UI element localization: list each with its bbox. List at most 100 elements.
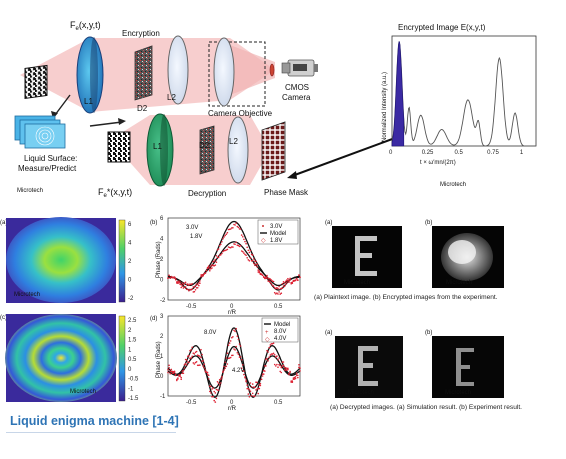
images-top-watermark-b: Microtech xyxy=(446,280,472,286)
data-point xyxy=(180,378,182,381)
data-point xyxy=(248,396,251,398)
colorbar-tick: 1 xyxy=(128,347,132,353)
data-point xyxy=(239,228,242,230)
data-point xyxy=(258,271,261,274)
data-point xyxy=(173,370,176,373)
data-point xyxy=(297,279,299,281)
data-point xyxy=(261,375,264,377)
data-point xyxy=(169,277,171,279)
data-point xyxy=(272,280,275,283)
xtick: -0.5 xyxy=(186,400,197,406)
data-point xyxy=(251,383,254,385)
enc-xtick: 0.5 xyxy=(454,150,463,156)
data-point xyxy=(204,272,207,274)
data-point xyxy=(190,349,192,351)
footer-title[interactable]: Liquid enigma machine [1-4] xyxy=(10,414,179,428)
data-point xyxy=(190,357,192,359)
plaintext-qr-bottom xyxy=(107,131,131,163)
data-point xyxy=(174,374,177,377)
data-point xyxy=(215,255,218,257)
data-point xyxy=(185,359,188,361)
data-point xyxy=(239,345,242,347)
data-point xyxy=(223,365,225,368)
data-point xyxy=(188,361,190,364)
data-point xyxy=(214,264,217,266)
colorbar-tick: 6 xyxy=(128,222,132,228)
data-point xyxy=(188,354,190,357)
data-point xyxy=(236,352,239,354)
data-point xyxy=(272,352,275,355)
colorbar-tick: 1.5 xyxy=(128,338,137,344)
camera-small-lens xyxy=(269,63,275,77)
data-point xyxy=(201,353,203,356)
data-point xyxy=(193,286,196,288)
data-point xyxy=(187,283,189,285)
data-point xyxy=(194,351,197,354)
data-point xyxy=(167,371,169,374)
data-point xyxy=(247,387,250,390)
data-point xyxy=(269,281,272,284)
data-point xyxy=(277,358,279,361)
data-point xyxy=(225,365,228,368)
data-point xyxy=(295,277,298,280)
data-point xyxy=(278,285,280,288)
encrypted-plot-watermark: Microtech xyxy=(440,182,466,188)
data-point xyxy=(291,381,294,384)
data-point xyxy=(194,284,197,287)
data-point xyxy=(249,390,252,393)
phase-map-a: (a) 6 4 2 0 -2 Microtech xyxy=(0,217,134,303)
data-point xyxy=(246,257,248,259)
data-point xyxy=(233,348,235,350)
data-point xyxy=(258,384,261,386)
encryption-label: Encryption xyxy=(122,29,160,38)
data-point xyxy=(204,369,207,371)
data-point xyxy=(237,353,240,356)
data-point xyxy=(255,389,257,391)
ytick: -1 xyxy=(160,394,166,400)
data-point xyxy=(214,392,217,394)
images-bottom: (a) Microtech (b) Microtech xyxy=(325,330,504,398)
phase-map-a-watermark: Microtech xyxy=(14,292,40,298)
data-point xyxy=(168,367,170,369)
data-point xyxy=(235,241,237,244)
data-point xyxy=(268,356,271,359)
fe-label: Fe(x,y,t) xyxy=(70,20,101,32)
data-point xyxy=(193,353,196,355)
data-point xyxy=(202,365,204,367)
data-point xyxy=(180,376,182,379)
phase-profile-d-legend: Model + 8.0V ◇ 4.0V xyxy=(261,317,299,343)
phase-profile-d-xlabel: r/R xyxy=(228,406,237,412)
data-point xyxy=(207,378,210,380)
data-point xyxy=(222,237,224,240)
data-point xyxy=(203,363,206,366)
encrypted-plot-xticks: 0 0.25 0.5 0.75 1 xyxy=(389,150,524,156)
data-point xyxy=(216,381,219,383)
data-point xyxy=(294,279,297,281)
camera-objective-box xyxy=(208,41,266,107)
data-point xyxy=(169,372,171,375)
phase-map-a-image xyxy=(6,217,116,303)
data-point xyxy=(266,357,268,360)
data-point xyxy=(236,335,239,338)
data-point xyxy=(299,276,301,279)
data-point xyxy=(223,369,225,371)
data-point xyxy=(286,282,288,284)
phase-map-c-colorbar xyxy=(118,315,126,402)
data-point xyxy=(229,356,232,359)
svg-text:+: + xyxy=(265,330,269,336)
phase-profile-d-panel: (d) xyxy=(150,316,157,322)
data-point xyxy=(276,355,278,357)
arrow-to-liquid xyxy=(54,94,71,116)
data-point xyxy=(272,342,275,345)
data-point xyxy=(299,367,301,369)
images-top-watermark-a: Microtech xyxy=(344,280,370,286)
data-point xyxy=(295,372,298,375)
data-point xyxy=(255,263,257,266)
data-point xyxy=(173,371,176,374)
model-curve xyxy=(167,327,301,398)
l2-bottom-label: L2 xyxy=(229,137,238,146)
data-point xyxy=(257,392,260,395)
data-point xyxy=(243,373,245,376)
data-point xyxy=(181,285,184,288)
enc-xtick: 0.75 xyxy=(487,150,499,156)
